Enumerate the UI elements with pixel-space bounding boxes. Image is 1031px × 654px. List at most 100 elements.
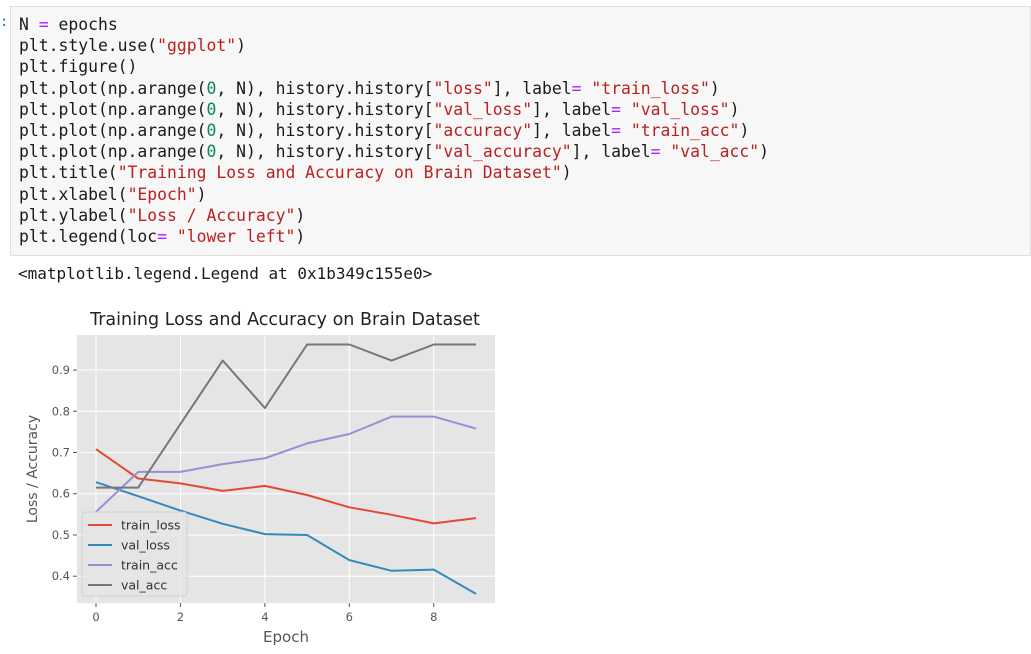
code-token: ): [561, 163, 572, 183]
x-axis-label: Epoch: [263, 628, 309, 646]
code-token: "val_accuracy": [433, 142, 572, 162]
code-token: plt.xlabel(: [19, 184, 128, 204]
x-tick-label: 0: [92, 610, 99, 624]
code-token: "accuracy": [433, 120, 533, 140]
line-chart: Training Loss and Accuracy on Brain Data…: [25, 310, 495, 646]
cell-output-text: <matplotlib.legend.Legend at 0x1b349c155…: [18, 264, 433, 283]
legend-label: val_acc: [121, 578, 167, 593]
y-tick-label: 0.7: [52, 446, 70, 460]
code-line: plt.title("Training Loss and Accuracy on…: [19, 162, 769, 183]
code-token: "loss": [433, 78, 493, 98]
code-line: plt.legend(loc= "lower left"): [19, 226, 769, 247]
y-tick-label: 0.8: [52, 404, 70, 418]
code-token: N: [19, 15, 39, 34]
code-token: "lower left": [176, 226, 296, 246]
code-line: plt.plot(np.arange(0, N), history.histor…: [19, 141, 769, 162]
plot-output: Training Loss and Accuracy on Brain Data…: [0, 300, 520, 650]
legend: train_loss val_loss train_acc val_acc: [81, 511, 188, 597]
legend-label: val_loss: [121, 538, 170, 553]
code-cell[interactable]: N = epochs plt.style.use("ggplot") plt.fig…: [10, 6, 1031, 256]
code-token: plt.legend(loc: [19, 226, 158, 246]
code-token: plt.plot(np.arange(: [19, 78, 207, 98]
code-token: 0: [206, 99, 217, 119]
code-token: [621, 121, 631, 140]
series-line-val-loss: [95, 481, 477, 595]
code-line: plt.xlabel("Epoch"): [19, 184, 769, 205]
code-token: "val_acc": [670, 142, 760, 162]
code-token: , N), history.history[: [216, 142, 434, 162]
code-token: [621, 100, 631, 119]
x-tick-label: 6: [346, 610, 353, 624]
code-token: ): [729, 99, 740, 119]
code-token: plt.title(: [19, 163, 118, 183]
code-token: ): [759, 142, 770, 162]
code-line: plt.style.use("ggplot"): [19, 35, 769, 56]
code-token: "Epoch": [127, 184, 197, 204]
code-token: =: [38, 15, 49, 34]
code-token: ], label: [532, 120, 612, 140]
code-token: "Training Loss and Accuracy on Brain Dat…: [117, 163, 562, 183]
code-token: =: [571, 78, 582, 98]
y-tick-label: 0.5: [52, 528, 70, 542]
code-token: ): [295, 205, 306, 225]
code-token: [167, 227, 177, 246]
series-lines: [95, 343, 477, 595]
y-tick-label: 0.6: [52, 487, 70, 501]
code-token: "val_loss": [433, 99, 533, 119]
code-token: ], label: [532, 99, 612, 119]
code-token: 0: [206, 120, 217, 140]
x-tick-label: 8: [430, 610, 437, 624]
code-token: ): [236, 36, 246, 56]
code-token: , N), history.history[: [216, 120, 434, 140]
legend-label: train_loss: [121, 518, 181, 533]
code-token: "train_loss": [591, 78, 710, 98]
code-token: plt.plot(np.arange(: [19, 142, 207, 162]
series-line-train-acc: [95, 415, 477, 513]
code-token: [582, 79, 592, 98]
code-token: ): [295, 226, 306, 246]
cell-prompt-marker: :: [0, 14, 9, 30]
code-token: plt.plot(np.arange(: [19, 120, 207, 140]
code-token: , N), history.history[: [216, 78, 434, 98]
y-tick-label: 0.4: [52, 569, 70, 583]
code-token: =: [611, 120, 621, 140]
code-token: "Loss / Accuracy": [127, 205, 296, 225]
code-token: =: [611, 99, 621, 119]
code-line: N = epochs: [19, 14, 769, 35]
chart-title: Training Loss and Accuracy on Brain Data…: [89, 310, 480, 330]
code-token: =: [157, 226, 168, 246]
x-tick-label: 4: [261, 610, 268, 624]
code-line: plt.ylabel("Loss / Accuracy"): [19, 205, 769, 226]
code-token: plt.ylabel(: [19, 205, 128, 225]
y-tick-label: 0.9: [52, 363, 70, 377]
code-token: ): [196, 184, 207, 204]
code-token: ): [709, 78, 720, 98]
code-token: ], label: [571, 142, 651, 162]
code-token: , N), history.history[: [216, 99, 434, 119]
series-line-train-loss: [95, 448, 477, 525]
axis-ticks: 0.4 0.5 0.6 0.7 0.8 0.9 0 2 4 6 8: [52, 363, 438, 624]
code-token: ], label: [492, 78, 572, 98]
code-token: "ggplot": [157, 36, 237, 56]
series-line-val-acc: [96, 343, 476, 489]
code-token: =: [650, 142, 661, 162]
code-line: plt.plot(np.arange(0, N), history.histor…: [19, 78, 769, 99]
code-line: plt.plot(np.arange(0, N), history.histor…: [19, 120, 769, 141]
code-token: epochs: [48, 15, 118, 34]
legend-box: [81, 511, 188, 597]
code-token: "val_loss": [630, 99, 730, 119]
y-axis-label: Loss / Accuracy: [25, 415, 41, 523]
code-token: plt.style.use(: [19, 36, 158, 56]
code-token: 0: [206, 142, 217, 162]
code-token: [660, 142, 670, 161]
code-editor[interactable]: N = epochs plt.style.use("ggplot") plt.fig…: [19, 14, 769, 247]
code-token: plt.plot(np.arange(: [19, 99, 207, 119]
code-token: "train_acc": [630, 120, 740, 140]
code-line: plt.plot(np.arange(0, N), history.histor…: [19, 99, 769, 120]
legend-label: train_acc: [121, 558, 178, 573]
code-token: plt.figure(): [19, 57, 138, 77]
code-token: 0: [206, 78, 217, 98]
code-token: ): [739, 120, 750, 140]
code-line: plt.figure(): [19, 56, 769, 77]
x-tick-label: 2: [177, 610, 184, 624]
